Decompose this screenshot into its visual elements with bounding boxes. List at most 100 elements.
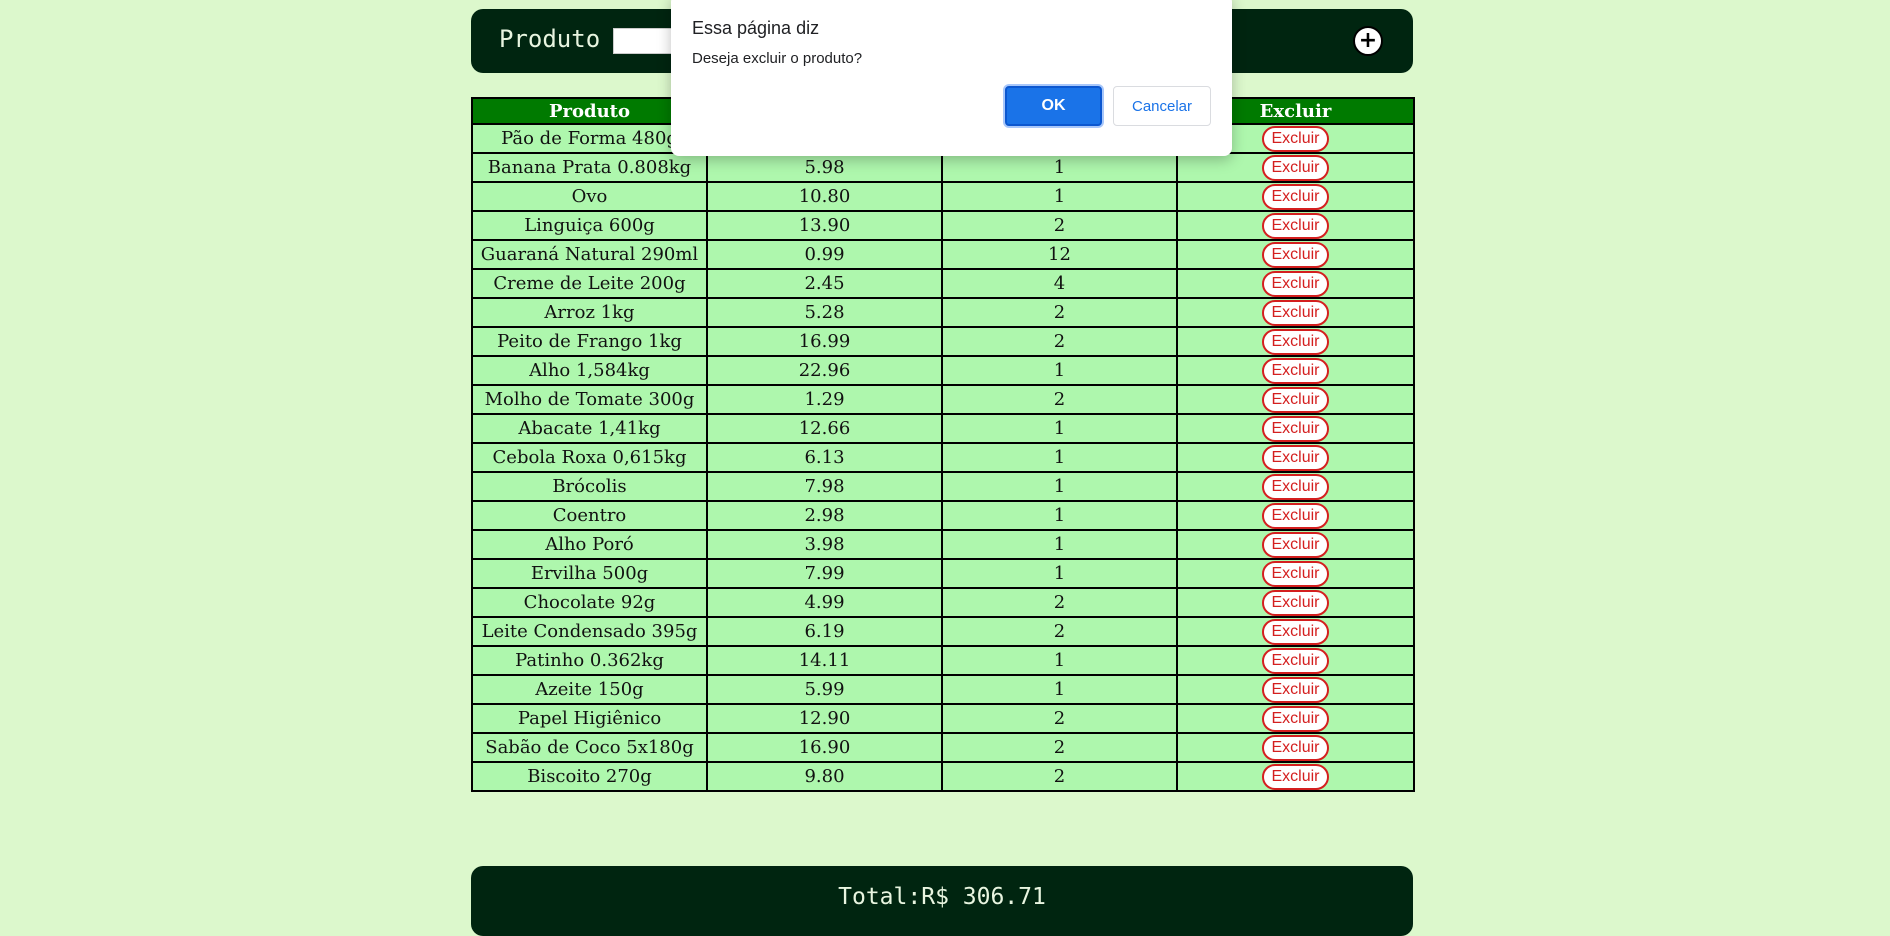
delete-button[interactable]: Excluir bbox=[1262, 241, 1329, 268]
delete-button[interactable]: Excluir bbox=[1262, 502, 1329, 529]
quantity-cell: 2 bbox=[941, 326, 1178, 357]
delete-button[interactable]: Excluir bbox=[1262, 125, 1329, 152]
product-name-cell: Patinho 0.362kg bbox=[471, 645, 708, 676]
delete-button[interactable]: Excluir bbox=[1262, 560, 1329, 587]
delete-cell: Excluir bbox=[1176, 529, 1415, 560]
cancel-button[interactable]: Cancelar bbox=[1113, 86, 1211, 126]
quantity-cell: 4 bbox=[941, 268, 1178, 299]
delete-button[interactable]: Excluir bbox=[1262, 589, 1329, 616]
product-name-cell: Cebola Roxa 0,615kg bbox=[471, 442, 708, 473]
table-row: Banana Prata 0.808kg 5.98 1 Excluir bbox=[471, 152, 1415, 183]
table-row: Ervilha 500g 7.99 1 Excluir bbox=[471, 558, 1415, 589]
delete-button[interactable]: Excluir bbox=[1262, 734, 1329, 761]
dialog-title: Essa página diz bbox=[692, 18, 820, 38]
table-row: Arroz 1kg 5.28 2 Excluir bbox=[471, 297, 1415, 328]
ok-button[interactable]: OK bbox=[1005, 86, 1102, 126]
price-cell: 5.28 bbox=[706, 297, 943, 328]
delete-cell: Excluir bbox=[1176, 616, 1415, 647]
delete-button[interactable]: Excluir bbox=[1262, 473, 1329, 500]
table-row: Papel Higiênico 12.90 2 Excluir bbox=[471, 703, 1415, 734]
delete-button[interactable]: Excluir bbox=[1262, 647, 1329, 674]
price-cell: 12.66 bbox=[706, 413, 943, 444]
delete-cell: Excluir bbox=[1176, 703, 1415, 734]
delete-cell: Excluir bbox=[1176, 442, 1415, 473]
delete-cell: Excluir bbox=[1176, 674, 1415, 705]
delete-button[interactable]: Excluir bbox=[1262, 705, 1329, 732]
total-bar: Total:R$ 306.71 bbox=[471, 866, 1413, 936]
delete-button[interactable]: Excluir bbox=[1262, 763, 1329, 790]
product-name-cell: Peito de Frango 1kg bbox=[471, 326, 708, 357]
product-name-cell: Molho de Tomate 300g bbox=[471, 384, 708, 415]
product-name-cell: Linguiça 600g bbox=[471, 210, 708, 241]
table-row: Linguiça 600g 13.90 2 Excluir bbox=[471, 210, 1415, 241]
quantity-cell: 2 bbox=[941, 210, 1178, 241]
product-name-cell: Ervilha 500g bbox=[471, 558, 708, 589]
table-row: Abacate 1,41kg 12.66 1 Excluir bbox=[471, 413, 1415, 444]
price-cell: 3.98 bbox=[706, 529, 943, 560]
table-row: Ovo 10.80 1 Excluir bbox=[471, 181, 1415, 212]
quantity-cell: 2 bbox=[941, 732, 1178, 763]
delete-cell: Excluir bbox=[1176, 732, 1415, 763]
delete-button[interactable]: Excluir bbox=[1262, 386, 1329, 413]
product-name-cell: Papel Higiênico bbox=[471, 703, 708, 734]
product-name-cell: Guaraná Natural 290ml bbox=[471, 239, 708, 270]
delete-button[interactable]: Excluir bbox=[1262, 357, 1329, 384]
table-row: Chocolate 92g 4.99 2 Excluir bbox=[471, 587, 1415, 618]
delete-cell: Excluir bbox=[1176, 413, 1415, 444]
price-cell: 7.99 bbox=[706, 558, 943, 589]
quantity-cell: 2 bbox=[941, 297, 1178, 328]
price-cell: 14.11 bbox=[706, 645, 943, 676]
quantity-cell: 2 bbox=[941, 703, 1178, 734]
price-cell: 6.19 bbox=[706, 616, 943, 647]
delete-button[interactable]: Excluir bbox=[1262, 415, 1329, 442]
price-cell: 7.98 bbox=[706, 471, 943, 502]
product-label: Produto bbox=[499, 25, 601, 53]
table-row: Cebola Roxa 0,615kg 6.13 1 Excluir bbox=[471, 442, 1415, 473]
product-name-cell: Pão de Forma 480g bbox=[471, 123, 708, 154]
product-name-cell: Ovo bbox=[471, 181, 708, 212]
delete-button[interactable]: Excluir bbox=[1262, 183, 1329, 210]
delete-button[interactable]: Excluir bbox=[1262, 154, 1329, 181]
price-cell: 2.45 bbox=[706, 268, 943, 299]
quantity-cell: 1 bbox=[941, 442, 1178, 473]
delete-button[interactable]: Excluir bbox=[1262, 299, 1329, 326]
products-table: Produto Excluir Pão de Forma 480g Excluir… bbox=[471, 97, 1415, 792]
delete-button[interactable]: Excluir bbox=[1262, 270, 1329, 297]
table-row: Creme de Leite 200g 2.45 4 Excluir bbox=[471, 268, 1415, 299]
price-cell: 9.80 bbox=[706, 761, 943, 792]
delete-cell: Excluir bbox=[1176, 152, 1415, 183]
quantity-cell: 2 bbox=[941, 616, 1178, 647]
delete-cell: Excluir bbox=[1176, 268, 1415, 299]
delete-cell: Excluir bbox=[1176, 384, 1415, 415]
table-row: Molho de Tomate 300g 1.29 2 Excluir bbox=[471, 384, 1415, 415]
price-cell: 4.99 bbox=[706, 587, 943, 618]
price-cell: 13.90 bbox=[706, 210, 943, 241]
delete-button[interactable]: Excluir bbox=[1262, 212, 1329, 239]
product-name-cell: Arroz 1kg bbox=[471, 297, 708, 328]
delete-button[interactable]: Excluir bbox=[1262, 618, 1329, 645]
delete-button[interactable]: Excluir bbox=[1262, 328, 1329, 355]
delete-cell: Excluir bbox=[1176, 355, 1415, 386]
product-name-cell: Azeite 150g bbox=[471, 674, 708, 705]
delete-button[interactable]: Excluir bbox=[1262, 531, 1329, 558]
price-cell: 16.99 bbox=[706, 326, 943, 357]
table-row: Alho Poró 3.98 1 Excluir bbox=[471, 529, 1415, 560]
quantity-cell: 1 bbox=[941, 152, 1178, 183]
quantity-cell: 2 bbox=[941, 384, 1178, 415]
price-cell: 2.98 bbox=[706, 500, 943, 531]
table-row: Guaraná Natural 290ml 0.99 12 Excluir bbox=[471, 239, 1415, 270]
delete-cell: Excluir bbox=[1176, 181, 1415, 212]
add-product-button[interactable]: + bbox=[1353, 26, 1383, 56]
product-name-cell: Brócolis bbox=[471, 471, 708, 502]
delete-button[interactable]: Excluir bbox=[1262, 444, 1329, 471]
quantity-cell: 1 bbox=[941, 645, 1178, 676]
delete-cell: Excluir bbox=[1176, 558, 1415, 589]
table-row: Brócolis 7.98 1 Excluir bbox=[471, 471, 1415, 502]
product-name-cell: Alho Poró bbox=[471, 529, 708, 560]
quantity-cell: 1 bbox=[941, 558, 1178, 589]
dialog-message: Deseja excluir o produto? bbox=[692, 50, 863, 67]
product-name-cell: Biscoito 270g bbox=[471, 761, 708, 792]
delete-button[interactable]: Excluir bbox=[1262, 676, 1329, 703]
table-row: Patinho 0.362kg 14.11 1 Excluir bbox=[471, 645, 1415, 676]
delete-cell: Excluir bbox=[1176, 471, 1415, 502]
